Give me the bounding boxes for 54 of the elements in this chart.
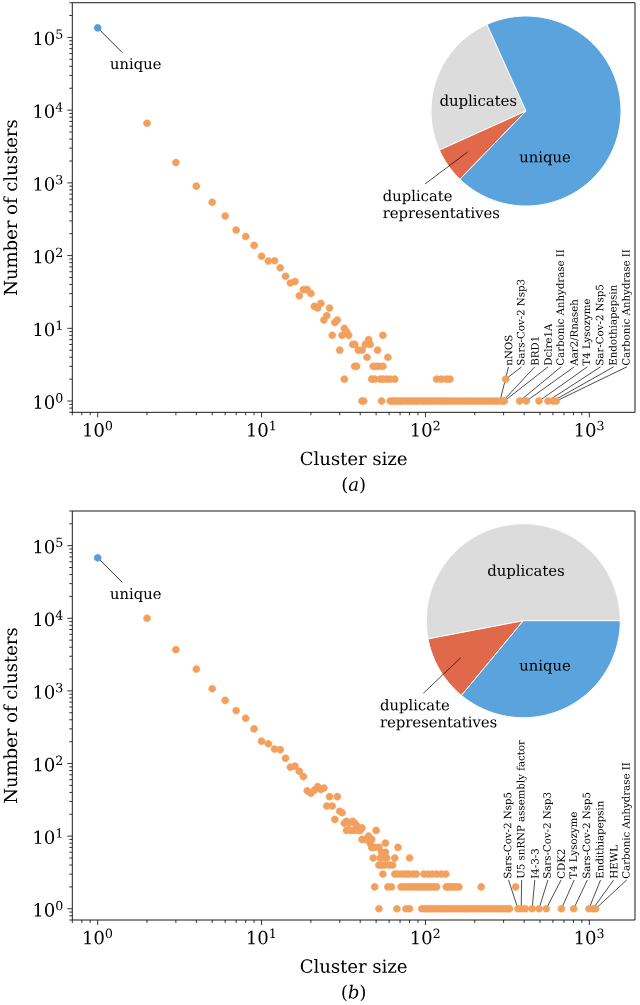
x-tick-label: 10$^{3}$ — [575, 420, 604, 437]
slice-label: duplicate representatives — [380, 699, 497, 731]
annotation: HEWL — [609, 845, 618, 879]
annotation: Dclre1A — [544, 323, 552, 366]
y-tick-label: 10$^{0}$ — [34, 393, 63, 409]
y-tick-label: 10$^{5}$ — [34, 537, 63, 554]
annotation: Sars-Cov-2 Nsp3 — [543, 792, 553, 878]
annotation: Sars-Cov-2 Nsp5 — [582, 792, 593, 878]
x-tick-label: 10$^{1}$ — [248, 928, 275, 945]
y-tick-label: 10$^{3}$ — [34, 682, 63, 699]
annotation: Carbonic Anhydrase II — [621, 249, 632, 366]
annotation: Carbonic Anhydrase II — [556, 249, 567, 366]
y-tick-label: 10$^{4}$ — [34, 102, 63, 119]
annotation: Carbonic Anhydrase II — [621, 762, 632, 879]
annotation: T4 Lysozyme — [569, 812, 580, 879]
annotation: I4-3-3 — [530, 849, 539, 879]
y-tick-label: 10$^{5}$ — [34, 29, 63, 46]
y-tick-label: 10$^{1}$ — [34, 320, 62, 337]
y-axis-title: Number of clusters — [3, 628, 18, 803]
y-tick-label: 10$^{2}$ — [34, 247, 63, 264]
x-tick-label: 10$^{1}$ — [248, 420, 275, 437]
annotation: nNOS — [504, 335, 513, 366]
text: (a) — [342, 477, 365, 494]
annotation: U5 snRNP assembly factor — [516, 740, 527, 879]
annotation: Sar-Cov-2 Nsp5 — [595, 285, 606, 365]
annotation: CDK2 — [557, 849, 565, 879]
x-axis-title: Cluster size — [300, 451, 407, 466]
y-tick-label: 10$^{3}$ — [34, 174, 63, 191]
slice-label: unique — [519, 151, 571, 166]
x-tick-label: 10$^{0}$ — [84, 420, 113, 437]
annotation: T4 Lysozyme — [582, 299, 593, 366]
annotation: BRD1 — [531, 337, 539, 366]
slice-label: duplicate representatives — [383, 189, 500, 222]
annotation: Sars-Cov-2 Nsp3 — [516, 279, 527, 365]
x-tick-label: 10$^{2}$ — [411, 928, 440, 945]
x-tick-label: 10$^{3}$ — [575, 928, 604, 945]
y-axis-title: Number of clusters — [3, 120, 18, 295]
annotation: unique — [110, 588, 161, 602]
x-axis-title: Cluster size — [300, 959, 407, 973]
slice-label: duplicates — [440, 94, 517, 109]
annotation: Aar2/Rnaseh — [569, 299, 579, 366]
annotation: Endothiapepsin — [608, 285, 619, 366]
text: (b) — [342, 984, 366, 1002]
slice-label: unique — [519, 659, 571, 674]
x-tick-label: 10$^{2}$ — [411, 420, 440, 437]
x-tick-label: 10$^{0}$ — [84, 928, 113, 945]
y-tick-label: 10$^{2}$ — [34, 755, 63, 772]
y-tick-label: 10$^{1}$ — [34, 828, 62, 845]
annotation: Endithiapepsin — [595, 801, 606, 879]
y-tick-label: 10$^{4}$ — [34, 610, 63, 627]
annotation: unique — [110, 58, 161, 73]
y-tick-label: 10$^{0}$ — [34, 900, 63, 917]
annotation: Sars-Cov-2 Nsp5 — [503, 792, 514, 878]
slice-label: duplicates — [488, 564, 564, 579]
